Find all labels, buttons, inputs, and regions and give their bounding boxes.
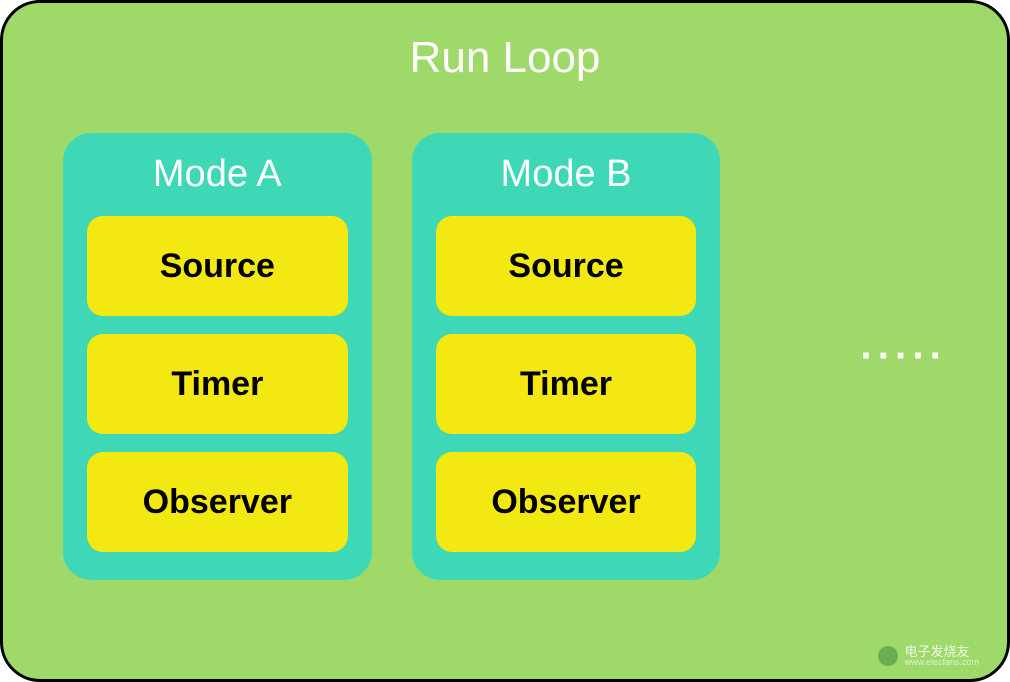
mode-b-title: Mode B	[436, 153, 697, 196]
mode-box-b: Mode B Source Timer Observer	[412, 133, 721, 580]
watermark-en: www.elecfans.com	[904, 658, 979, 667]
item-label: Timer	[171, 365, 263, 404]
item-label: Observer	[491, 483, 640, 522]
item-label: Source	[160, 247, 275, 286]
item-label: Source	[508, 247, 623, 286]
mode-a-item-source: Source	[87, 216, 348, 316]
watermark-icon	[878, 646, 898, 666]
mode-a-title: Mode A	[87, 153, 348, 196]
mode-a-item-observer: Observer	[87, 452, 348, 552]
watermark-text: 电子发烧友 www.elecfans.com	[904, 645, 979, 667]
mode-b-item-timer: Timer	[436, 334, 697, 434]
mode-a-item-timer: Timer	[87, 334, 348, 434]
mode-b-item-observer: Observer	[436, 452, 697, 552]
item-label: Timer	[520, 365, 612, 404]
ellipsis-text: ·····	[860, 334, 947, 379]
diagram-title: Run Loop	[63, 33, 947, 83]
item-label: Observer	[143, 483, 292, 522]
mode-box-a: Mode A Source Timer Observer	[63, 133, 372, 580]
mode-b-item-source: Source	[436, 216, 697, 316]
modes-row: Mode A Source Timer Observer Mode B Sour…	[63, 133, 947, 580]
runloop-diagram: Run Loop Mode A Source Timer Observer Mo…	[0, 0, 1010, 682]
watermark: 电子发烧友 www.elecfans.com	[878, 645, 979, 667]
